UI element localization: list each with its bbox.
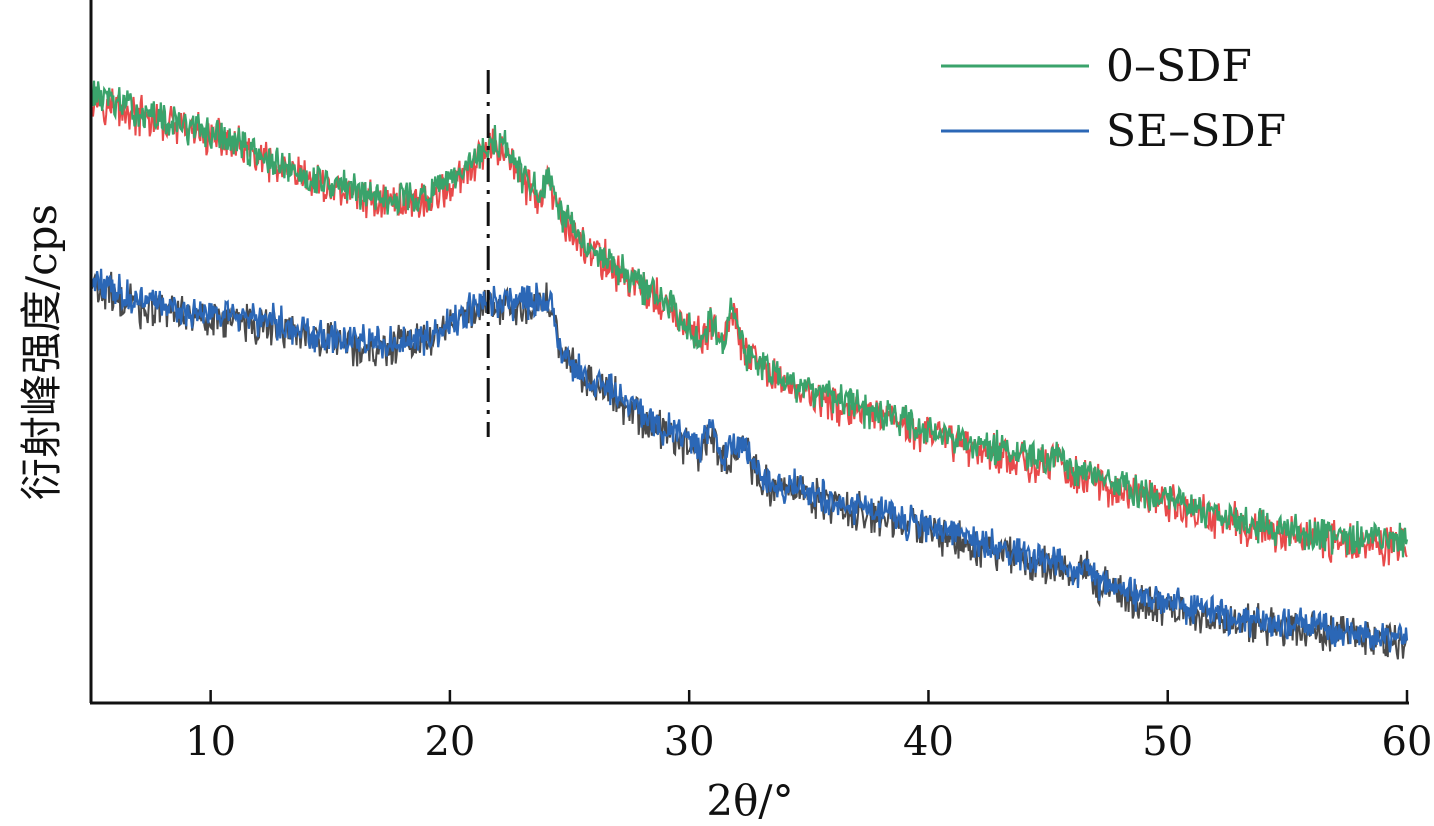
y-axis-title: 衍射峰强度/cps (17, 204, 66, 500)
x-tick-label-20: 20 (424, 719, 475, 765)
x-ticks: 10 20 30 40 50 60 (185, 690, 1432, 765)
series-line-0-sdf (89, 80, 1409, 558)
x-axis-title: 2θ/° (706, 776, 793, 825)
legend-label-se-sdf: SE–SDF (1106, 106, 1286, 157)
x-tick-label-10: 10 (185, 719, 236, 765)
series-line-se-sdf (89, 268, 1409, 653)
series-line-0-sdf-shadow (90, 88, 1408, 567)
x-tick-label-40: 40 (903, 719, 954, 765)
legend: 0–SDF SE–SDF (941, 41, 1286, 157)
x-tick-label-30: 30 (664, 719, 715, 765)
series-layer (89, 80, 1409, 660)
x-tick-label-60: 60 (1382, 719, 1433, 765)
legend-label-0-sdf: 0–SDF (1106, 41, 1252, 92)
x-tick-label-50: 50 (1142, 719, 1193, 765)
axes (89, 0, 1409, 705)
